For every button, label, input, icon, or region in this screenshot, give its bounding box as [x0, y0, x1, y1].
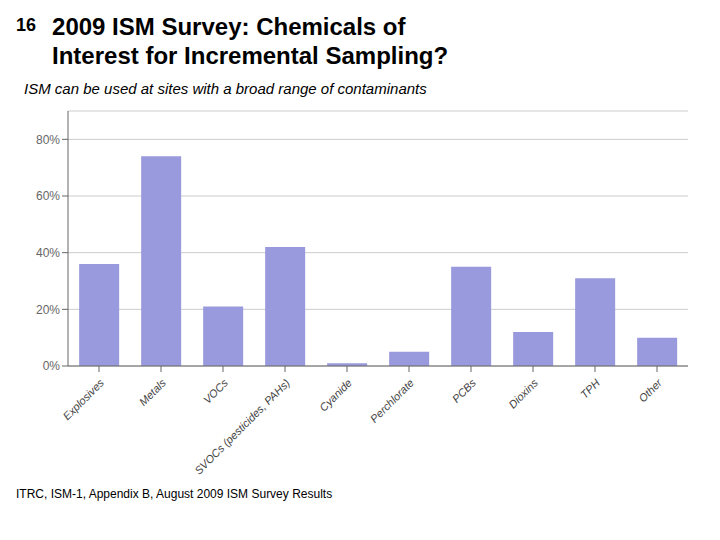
svg-text:VOCs: VOCs: [201, 376, 231, 406]
svg-text:60%: 60%: [36, 189, 60, 203]
svg-text:Cyanide: Cyanide: [317, 377, 354, 414]
html-text:16: 16: [16, 15, 36, 35]
svg-text:20%: 20%: [36, 303, 60, 317]
svg-text:80%: 80%: [36, 133, 60, 147]
svg-text:Metals: Metals: [137, 376, 169, 408]
svg-text:0%: 0%: [43, 359, 61, 373]
svg-text:40%: 40%: [36, 246, 60, 260]
html-text:2009 ISM Survey: Chemicals of: 2009 ISM Survey: Chemicals of: [52, 13, 406, 40]
svg-text:Explosives: Explosives: [60, 376, 106, 422]
html-text:ISM can be used at sites with: ISM can be used at sites with a broad ra…: [24, 80, 427, 97]
svg-text:PCBs: PCBs: [450, 376, 479, 405]
svg-text:Dioxins: Dioxins: [506, 376, 540, 410]
svg-text:Other: Other: [636, 376, 665, 405]
svg-text:TPH: TPH: [578, 377, 602, 401]
html-text:ITRC, ISM-1, Appendix B, Augus: ITRC, ISM-1, Appendix B, August 2009 ISM…: [16, 487, 333, 501]
svg-text:SVOCs (pesticides, PAHs): SVOCs (pesticides, PAHs): [192, 376, 292, 476]
svg-text:Perchlorate: Perchlorate: [368, 377, 416, 425]
html-text:Interest for Incremental Sampl: Interest for Incremental Sampling?: [52, 42, 449, 69]
